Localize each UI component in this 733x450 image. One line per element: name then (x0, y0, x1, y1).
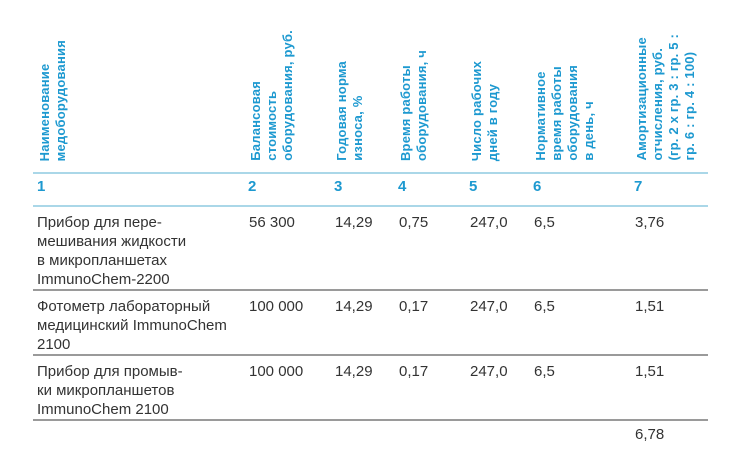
row-2-wear-rate: 14,29 (333, 290, 397, 356)
total-empty-1 (33, 420, 247, 450)
row-3-norm-time: 6,5 (532, 355, 633, 421)
header-cell-norm-time: Нормативное время работы оборудования в … (532, 8, 633, 174)
header-cell-amortization: Амортизационные отчисления, руб. (гр. 2 … (633, 8, 708, 174)
column-number-4: 4 (397, 173, 468, 207)
row-2-cost: 100 000 (247, 290, 333, 356)
row-1-wear-rate: 14,29 (333, 206, 397, 291)
header-cell-work-time: Время работы оборудования, ч (397, 8, 468, 174)
header-label-work-time: Время работы оборудования, ч (398, 49, 429, 161)
row-3-amortization: 1,51 (633, 355, 708, 421)
total-empty-6 (532, 420, 633, 450)
table-row: Фотометр лабораторный медицинский Immuno… (33, 290, 708, 356)
header-cell-work-days: Число рабочих дней в году (468, 8, 532, 174)
column-number-1: 1 (33, 173, 247, 207)
row-1-work-days: 247,0 (468, 206, 532, 291)
header-label-norm-time: Нормативное время работы оборудования в … (533, 65, 596, 161)
header-label-amortization: Амортизационные отчисления, руб. (гр. 2 … (634, 34, 697, 161)
table-row: Прибор для пере- мешивания жидкости в ми… (33, 206, 708, 291)
row-2-work-time: 0,17 (397, 290, 468, 356)
total-row: 6,78 (33, 420, 708, 450)
row-1-amortization: 3,76 (633, 206, 708, 291)
column-number-7: 7 (633, 173, 708, 207)
header-cell-cost: Балансовая стоимость оборудования, руб. (247, 8, 333, 174)
column-numbers-row: 1 2 3 4 5 6 7 (33, 173, 708, 207)
row-1-norm-time: 6,5 (532, 206, 633, 291)
row-2-norm-time: 6,5 (532, 290, 633, 356)
total-empty-4 (397, 420, 468, 450)
row-2-name: Фотометр лабораторный медицинский Immuno… (33, 290, 247, 356)
equipment-depreciation-table: Наименование медоборудования Балансовая … (33, 8, 708, 450)
row-2-amortization: 1,51 (633, 290, 708, 356)
table-row: Прибор для промыв- ки микропланшетов Imm… (33, 355, 708, 421)
total-amortization-value: 6,78 (633, 420, 708, 450)
column-number-5: 5 (468, 173, 532, 207)
row-3-wear-rate: 14,29 (333, 355, 397, 421)
column-number-6: 6 (532, 173, 633, 207)
total-empty-3 (333, 420, 397, 450)
column-number-2: 2 (247, 173, 333, 207)
row-1-work-time: 0,75 (397, 206, 468, 291)
row-1-name: Прибор для пере- мешивания жидкости в ми… (33, 206, 247, 291)
total-empty-2 (247, 420, 333, 450)
header-label-cost: Балансовая стоимость оборудования, руб. (248, 30, 295, 161)
header-label-work-days: Число рабочих дней в году (469, 60, 500, 161)
total-empty-5 (468, 420, 532, 450)
header-label-name: Наименование медоборудования (37, 39, 68, 161)
row-3-work-days: 247,0 (468, 355, 532, 421)
column-number-3: 3 (333, 173, 397, 207)
row-1-cost: 56 300 (247, 206, 333, 291)
row-2-work-days: 247,0 (468, 290, 532, 356)
header-row: Наименование медоборудования Балансовая … (33, 8, 708, 174)
row-3-name: Прибор для промыв- ки микропланшетов Imm… (33, 355, 247, 421)
header-cell-name: Наименование медоборудования (33, 8, 247, 174)
header-cell-wear-rate: Годовая норма износа, % (333, 8, 397, 174)
row-3-work-time: 0,17 (397, 355, 468, 421)
header-label-wear-rate: Годовая норма износа, % (334, 61, 365, 161)
row-3-cost: 100 000 (247, 355, 333, 421)
